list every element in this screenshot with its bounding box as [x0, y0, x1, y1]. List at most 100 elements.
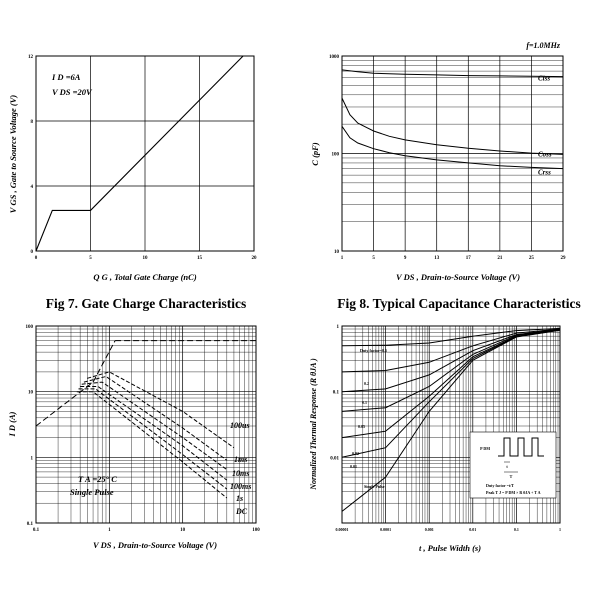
- fig9-curve-label-100ms: 100ms: [230, 482, 251, 491]
- fig7-gate-charge-chart: 0 5 10 15 20 0 4 8 12 I D =6A V DS =20V Q G , To…: [8, 55, 257, 311]
- fig9-y-axis-title: I D (A): [7, 411, 17, 437]
- fig9-x-axis-title: V DS , Drain-to-Source Voltage (V): [93, 540, 217, 550]
- fig8-capacitance-chart: 1 5 9 13 17 21 25 29 10 100 1000 Ciss Coss Crss f=1.…: [310, 41, 581, 311]
- fig10-inset-pdm-label: P DM: [480, 446, 490, 451]
- fig10-curve-label-duty-factor-0-5: Duty factor=0.5: [360, 348, 387, 353]
- fig10-y-axis-title: Normalized Thermal Response (R θJA ): [309, 358, 318, 491]
- fig7-x-tick-label: 5: [89, 256, 92, 261]
- fig8-frequency-note: f=1.0MHz: [526, 41, 561, 50]
- fig9-curve-label-10ms: 10ms: [232, 469, 249, 478]
- fig8-x-tick-label: 9: [404, 256, 407, 261]
- fig10-duty-inset: P DM t T Duty factor =t/T Peak T J = P D…: [469, 431, 557, 499]
- fig10-pulse-waveform: [498, 437, 544, 457]
- fig7-x-tick-label: 0: [35, 256, 38, 261]
- fig10-series-0-1: [341, 328, 561, 393]
- fig9-y-tick-label: 10: [28, 391, 34, 396]
- fig8-series-crss: [341, 126, 564, 170]
- fig9-curve-label-1s: 1s: [236, 494, 243, 503]
- fig9-curve-label-1ms: 1ms: [234, 455, 247, 464]
- fig9-plot-frame: [35, 325, 257, 524]
- fig10-inset-peak-text: Peak T J = P DM × R θJA + T A: [486, 490, 541, 495]
- fig8-curve-label-ciss: Ciss: [538, 75, 550, 83]
- fig8-x-tick-label: 25: [529, 256, 535, 261]
- fig8-curve-label-coss: Coss: [538, 150, 552, 158]
- fig9-y-tick-label: 100: [26, 325, 34, 330]
- fig8-x-axis-title: V DS , Drain-to-Source Voltage (V): [396, 272, 520, 282]
- fig9-curve-label-100us: 100us: [230, 421, 250, 430]
- fig10-x-tick-label: 0.00001: [336, 527, 349, 532]
- fig9-x-tick-label: 100: [252, 528, 260, 533]
- fig7-y-axis-title: V GS , Gate to Source Voltage (V): [8, 95, 18, 214]
- fig10-series-single-pulse: [341, 329, 561, 512]
- fig10-x-tick-label: 0.001: [425, 527, 434, 532]
- fig8-x-tick-label: 5: [372, 256, 375, 261]
- fig7-x-tick-label: 20: [252, 256, 258, 261]
- fig8-caption: Fig 8. Typical Capacitance Characteristi…: [337, 296, 581, 311]
- fig10-x-tick-label: 0.01: [469, 527, 476, 532]
- fig8-x-tick-label: 29: [561, 256, 567, 261]
- fig8-y-tick-label: 100: [332, 153, 340, 158]
- fig9-x-tick-label: 0.1: [33, 528, 40, 533]
- fig9-series-1s: [78, 388, 228, 490]
- fig7-annotation-line-2: V DS =20V: [52, 87, 93, 97]
- fig8-x-tick-label: 21: [497, 256, 503, 261]
- fig9-y-tick-label: 0.1: [27, 522, 34, 527]
- fig8-x-tick-label: 13: [434, 256, 440, 261]
- fig10-x-tick-label: 0.0001: [380, 527, 391, 532]
- fig9-series-100ms: [80, 386, 228, 481]
- fig7-y-tick-label: 0: [31, 250, 34, 255]
- fig7-x-axis-title: Q G , Total Gate Charge (nC): [93, 272, 197, 282]
- fig8-y-axis-title: C (pF): [310, 142, 320, 166]
- fig7-series-vgs: [35, 55, 244, 252]
- fig10-x-axis-title: t , Pulse Width (s): [419, 543, 481, 553]
- fig10-curve-label-0-1: 0.1: [362, 400, 367, 405]
- fig9-series-dc: [76, 391, 228, 499]
- fig10-series-0-02: [341, 329, 561, 439]
- fig10-curve-label-single-pulse: Single Pulse: [364, 484, 385, 489]
- fig9-annotation-line-1: T A =25° C: [78, 474, 117, 484]
- fig9-x-tick-label: 1: [108, 528, 111, 533]
- fig8-x-tick-label: 17: [466, 256, 472, 261]
- fig10-series-0-05: [341, 329, 561, 412]
- fig8-series-coss: [341, 97, 564, 155]
- fig8-y-tick-label: 1000: [329, 55, 340, 60]
- fig10-inset-period-label: T: [510, 474, 513, 479]
- fig10-x-tick-label: 0.1: [514, 527, 519, 532]
- fig7-annotation-line-1: I D =6A: [51, 72, 81, 82]
- fig10-plot-frame: [341, 325, 561, 524]
- fig9-y-tick-label: 1: [31, 456, 34, 461]
- fig10-series-0-5: [341, 327, 561, 347]
- fig8-curve-label-crss: Crss: [538, 169, 551, 177]
- fig10-inset-t-label: t: [506, 464, 508, 469]
- fig9-x-tick-label: 10: [180, 528, 186, 533]
- fig10-curve-label-0-01: 0.01: [350, 464, 357, 469]
- fig10-y-tick-label: 1: [337, 325, 340, 330]
- fig7-caption: Fig 7. Gate Charge Characteristics: [46, 296, 247, 311]
- fig7-x-tick-label: 10: [143, 256, 149, 261]
- fig10-curve-label-0-02: 0.02: [352, 451, 359, 456]
- fig10-inset-box: [469, 431, 557, 499]
- fig9-series-1ms: [83, 375, 228, 461]
- fig8-y-tick-label: 10: [334, 250, 340, 255]
- fig9-curve-label-dc: DC: [235, 507, 248, 516]
- fig7-y-tick-label: 12: [28, 55, 34, 60]
- fig10-y-tick-label: 0.1: [333, 391, 340, 396]
- fig10-series-0-2: [341, 328, 561, 373]
- fig7-x-tick-label: 15: [197, 256, 203, 261]
- fig8-x-tick-label: 1: [341, 256, 344, 261]
- fig10-y-tick-label: 0.01: [330, 456, 339, 461]
- fig8-series-ciss: [341, 69, 564, 78]
- fig9-series-rds-on-limit: [35, 340, 116, 427]
- fig7-plot-frame: [35, 55, 255, 252]
- fig9-annotation-line-2: Single Pulse: [70, 487, 114, 497]
- fig9-safe-operating-area-chart: 0.1 1 10 100 0.1 1 10 100 100us 1ms 10ms 100ms 1s DC…: [7, 325, 260, 550]
- fig8-plot-frame: [341, 55, 564, 252]
- fig10-x-tick-label: 1: [559, 527, 561, 532]
- fig10-curve-label-0-05: 0.05: [358, 424, 365, 429]
- fig10-curve-label-0-2: 0.2: [364, 381, 369, 386]
- fig7-y-tick-label: 4: [31, 185, 34, 190]
- fig9-series-10ms: [81, 381, 228, 471]
- fig10-thermal-response-chart: 0.00001 0.0001 0.001 0.01 0.1 1 1 0.1 0.01 Duty …: [309, 325, 561, 553]
- fig10-inset-duty-text: Duty factor =t/T: [486, 483, 514, 488]
